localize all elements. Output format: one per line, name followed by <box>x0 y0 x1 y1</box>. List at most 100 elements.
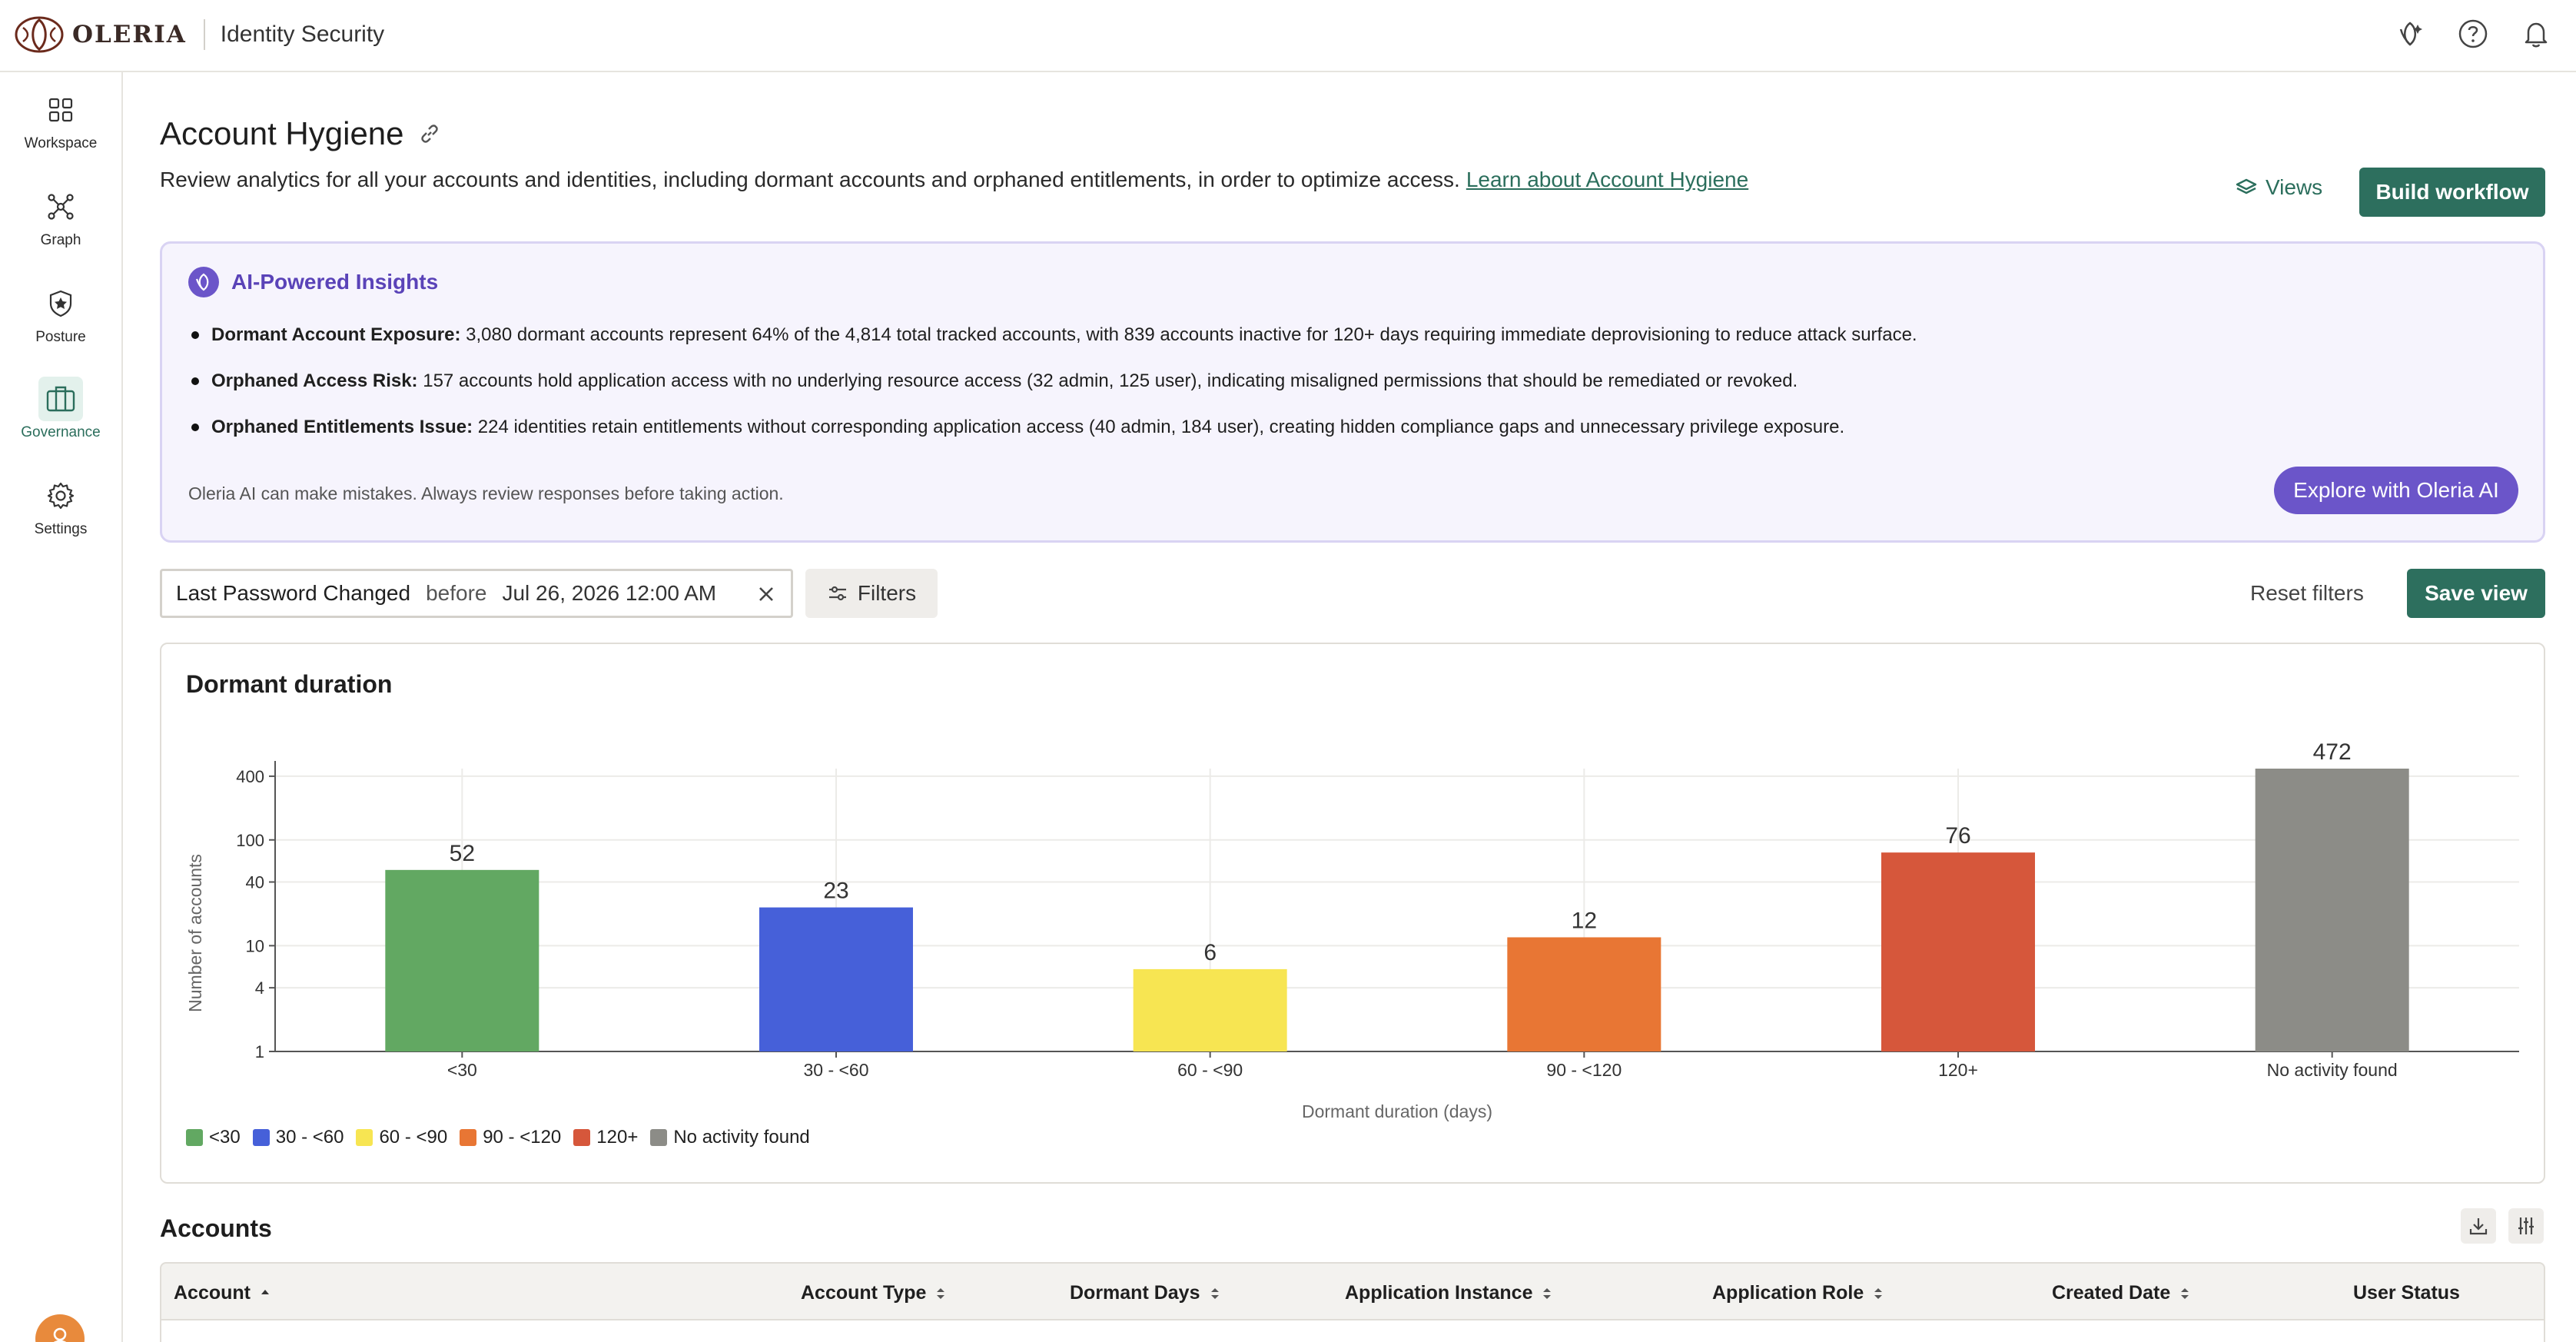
bar <box>1507 937 1661 1051</box>
logo[interactable]: OLERIA Identity Security <box>14 15 384 54</box>
ai-sparkle-icon[interactable] <box>2393 17 2427 51</box>
bell-icon[interactable] <box>2519 17 2553 51</box>
bar <box>2255 769 2409 1051</box>
legend-swatch <box>252 1129 270 1146</box>
bar <box>385 869 539 1051</box>
page-description: Review analytics for all your accounts a… <box>160 168 1748 192</box>
data-label: 472 <box>2313 739 2352 765</box>
avatar[interactable] <box>35 1314 85 1342</box>
sidebar-item-posture[interactable]: Posture <box>0 281 121 346</box>
filter-field: Last Password Changed <box>176 581 411 605</box>
filters-button[interactable]: Filters <box>805 569 938 618</box>
views-button[interactable]: Views <box>2235 175 2322 200</box>
legend-item[interactable]: No activity found <box>650 1127 810 1148</box>
y-tick-label: 4 <box>255 978 264 998</box>
legend-label: 90 - <120 <box>483 1127 562 1148</box>
oleria-logo-icon <box>15 16 64 53</box>
filter-chip[interactable]: Last Password Changed before Jul 26, 202… <box>160 569 793 618</box>
logo-text: OLERIA <box>72 21 187 48</box>
legend-item[interactable]: 120+ <box>573 1127 638 1148</box>
sort-asc-icon <box>261 1289 269 1294</box>
insight-item: Dormant Account Exposure: 3,080 dormant … <box>188 325 1917 345</box>
data-label: 12 <box>1572 908 1597 933</box>
column-header-created-date[interactable]: Created Date <box>2052 1282 2190 1304</box>
sort-icon <box>1210 1287 1219 1299</box>
page-title: Account Hygiene <box>160 115 441 152</box>
sidebar-item-settings[interactable]: Settings <box>0 473 121 538</box>
legend-item[interactable]: 30 - <60 <box>252 1127 344 1148</box>
sort-icon <box>937 1287 945 1299</box>
sidebar-item-workspace[interactable]: Workspace <box>0 88 121 152</box>
divider <box>203 19 205 50</box>
insights-list: Dormant Account Exposure: 3,080 dormant … <box>188 325 1917 463</box>
ai-disclaimer: Oleria AI can make mistakes. Always revi… <box>188 483 784 503</box>
column-header-user-status[interactable]: User Status <box>2353 1282 2460 1304</box>
insight-item: Orphaned Entitlements Issue: 224 identit… <box>188 417 1917 437</box>
y-axis-label: Number of accounts <box>185 854 205 1012</box>
y-tick-label: 10 <box>246 936 264 955</box>
layers-icon <box>2236 178 2257 194</box>
x-tick-label: 60 - <90 <box>1177 1060 1243 1080</box>
legend-swatch <box>650 1129 668 1146</box>
data-label: 6 <box>1203 940 1217 965</box>
x-tick-label: <30 <box>447 1060 477 1080</box>
top-bar: OLERIA Identity Security <box>0 0 2576 72</box>
x-axis-label: Dormant duration (days) <box>1302 1101 1492 1121</box>
graph-icon <box>38 184 83 229</box>
explore-ai-button[interactable]: Explore with Oleria AI <box>2274 467 2518 514</box>
insights-title: AI-Powered Insights <box>231 270 439 294</box>
chart-card: Dormant duration 1 4 10 40 100 400 52 <30 23 30 -… <box>160 643 2545 1184</box>
x-tick-label: 90 - <120 <box>1546 1060 1622 1080</box>
help-icon[interactable] <box>2456 17 2490 51</box>
legend-item[interactable]: 60 - <90 <box>356 1127 447 1148</box>
legend-label: 120+ <box>596 1127 639 1148</box>
chart-legend: <30 30 - <60 60 - <90 90 - <120 120+ No activ… <box>186 1127 810 1148</box>
legend-label: 60 - <90 <box>379 1127 448 1148</box>
data-label: 76 <box>1945 823 1970 849</box>
accounts-table-header: Account Account Type Dormant Days Applic… <box>160 1262 2545 1320</box>
legend-label: 30 - <60 <box>275 1127 344 1148</box>
description-text: Review analytics for all your accounts a… <box>160 168 1460 191</box>
reset-filters-button[interactable]: Reset filters <box>2250 581 2364 605</box>
column-header-dormant-days[interactable]: Dormant Days <box>1070 1282 1220 1304</box>
learn-link[interactable]: Learn about Account Hygiene <box>1466 168 1749 191</box>
sort-icon <box>1874 1287 1883 1299</box>
bar <box>1133 968 1287 1051</box>
x-tick-label: No activity found <box>2267 1060 2398 1080</box>
sidebar-item-governance[interactable]: Governance <box>0 377 121 441</box>
sidebar-item-label: Workspace <box>24 135 98 151</box>
views-label: Views <box>2266 175 2323 199</box>
legend-item[interactable]: <30 <box>186 1127 241 1148</box>
legend-item[interactable]: 90 - <120 <box>460 1127 561 1148</box>
sort-icon <box>1543 1287 1552 1299</box>
sidebar-item-label: Posture <box>35 329 86 345</box>
sort-icon <box>2181 1287 2189 1299</box>
save-view-button[interactable]: Save view <box>2407 569 2545 618</box>
x-tick-label: 30 - <60 <box>803 1060 868 1080</box>
chart-title: Dormant duration <box>186 670 393 698</box>
link-icon[interactable] <box>418 122 441 145</box>
filter-operator: before <box>426 581 487 605</box>
x-tick-label: 120+ <box>1938 1060 1978 1080</box>
shield-star-icon <box>38 281 83 326</box>
legend-swatch <box>356 1129 373 1146</box>
briefcase-icon <box>38 377 83 421</box>
user-icon <box>53 1327 67 1342</box>
column-header-account-type[interactable]: Account Type <box>801 1282 946 1304</box>
insight-item: Orphaned Access Risk: 157 accounts hold … <box>188 371 1917 391</box>
column-header-account[interactable]: Account <box>174 1282 271 1304</box>
table-row[interactable] <box>160 1320 2545 1342</box>
filter-value: Jul 26, 2026 12:00 AM <box>502 581 717 605</box>
build-workflow-button[interactable]: Build workflow <box>2359 168 2545 217</box>
legend-swatch <box>573 1129 591 1146</box>
column-settings-icon[interactable] <box>2508 1208 2544 1244</box>
sidebar-item-graph[interactable]: Graph <box>0 184 121 249</box>
legend-label: No activity found <box>673 1127 810 1148</box>
y-tick-label: 40 <box>246 873 264 892</box>
y-tick-label: 400 <box>236 767 264 786</box>
download-icon[interactable] <box>2461 1208 2496 1244</box>
column-header-application-role[interactable]: Application Role <box>1712 1282 1884 1304</box>
close-icon[interactable] <box>755 583 777 605</box>
column-header-application-instance[interactable]: Application Instance <box>1345 1282 1552 1304</box>
filters-label: Filters <box>857 581 917 605</box>
